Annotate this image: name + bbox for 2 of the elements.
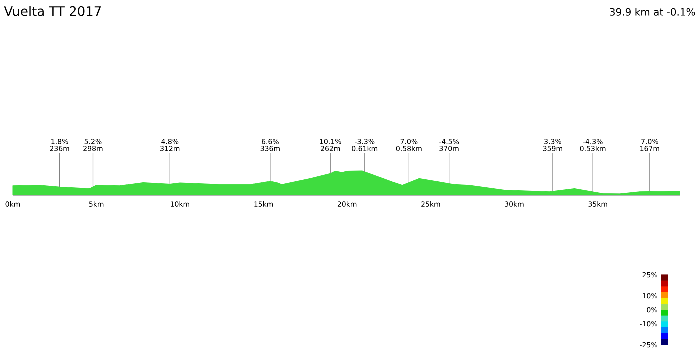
- chart-title: Vuelta TT 2017: [4, 6, 102, 16]
- chart-subtitle: 39.9 km at -0.1%: [610, 8, 696, 16]
